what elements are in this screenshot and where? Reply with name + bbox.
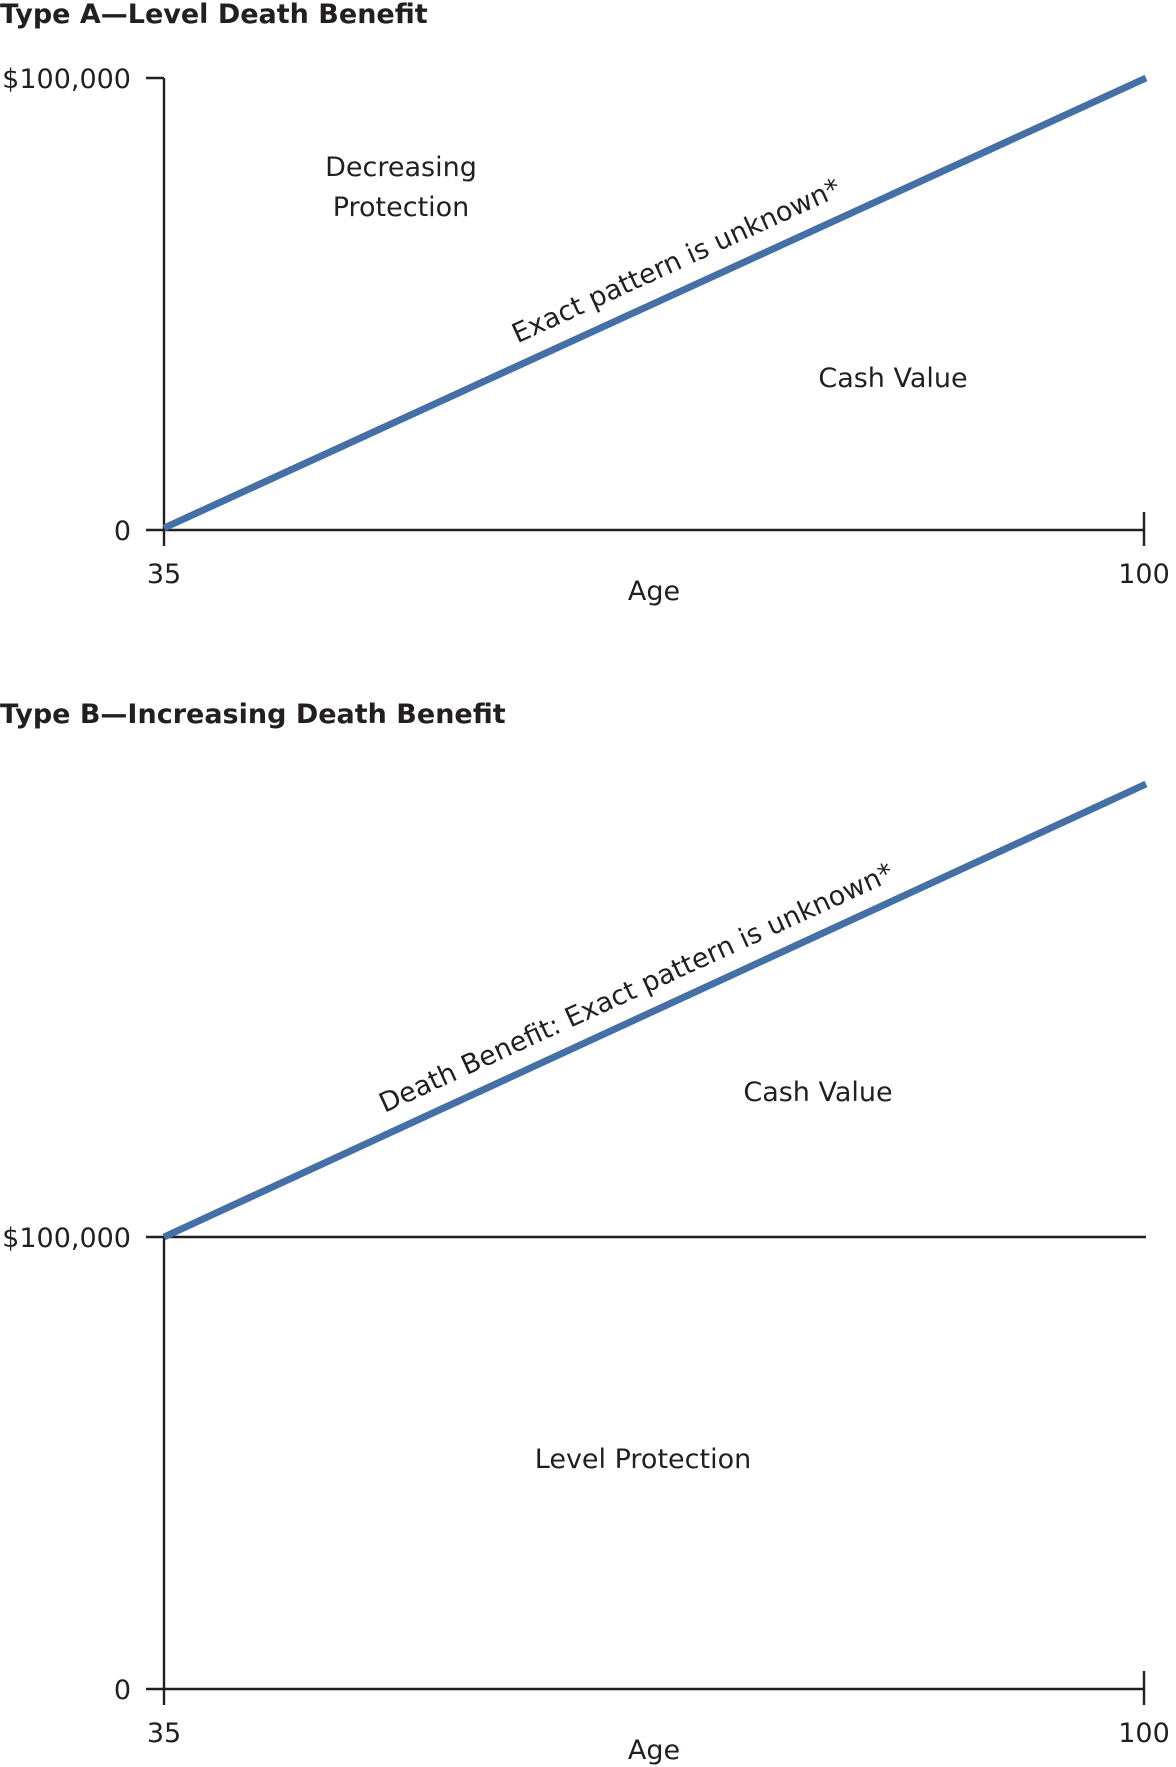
- panel-b-x-axis-label: Age: [628, 1735, 680, 1766]
- panel-b-title: Type B—Increasing Death Benefit: [0, 699, 506, 730]
- panel-b: Type B—Increasing Death Benefit $100,000…: [0, 699, 1170, 1766]
- panel-a-region-upper-line1: Decreasing: [325, 152, 477, 183]
- panel-a-line-label: Exact pattern is unknown*: [507, 173, 845, 350]
- panel-a-x-end-label: 100: [1118, 559, 1170, 590]
- panel-b-x-end-label: 100: [1118, 1718, 1170, 1749]
- panel-a-y-zero-label: 0: [114, 516, 131, 547]
- panel-a-region-lower: Cash Value: [818, 363, 967, 394]
- panel-a-x-axis-label: Age: [628, 576, 680, 607]
- panel-a-region-upper-line2: Protection: [333, 192, 470, 223]
- panel-b-y-level-label: $100,000: [2, 1223, 131, 1254]
- panel-b-region-upper: Cash Value: [743, 1077, 892, 1108]
- panel-a: Type A—Level Death Benefit $100,000 0 35…: [0, 0, 1170, 607]
- panel-a-x-start-label: 35: [147, 559, 181, 590]
- panel-a-title: Type A—Level Death Benefit: [0, 0, 428, 30]
- panel-b-x-start-label: 35: [147, 1718, 181, 1749]
- panel-b-death-benefit-line: [162, 780, 1148, 1241]
- panel-a-cash-value-line: [162, 74, 1148, 532]
- panel-b-region-lower: Level Protection: [535, 1444, 751, 1475]
- panel-b-y-zero-label: 0: [114, 1675, 131, 1706]
- panel-a-y-top-label: $100,000: [2, 64, 131, 95]
